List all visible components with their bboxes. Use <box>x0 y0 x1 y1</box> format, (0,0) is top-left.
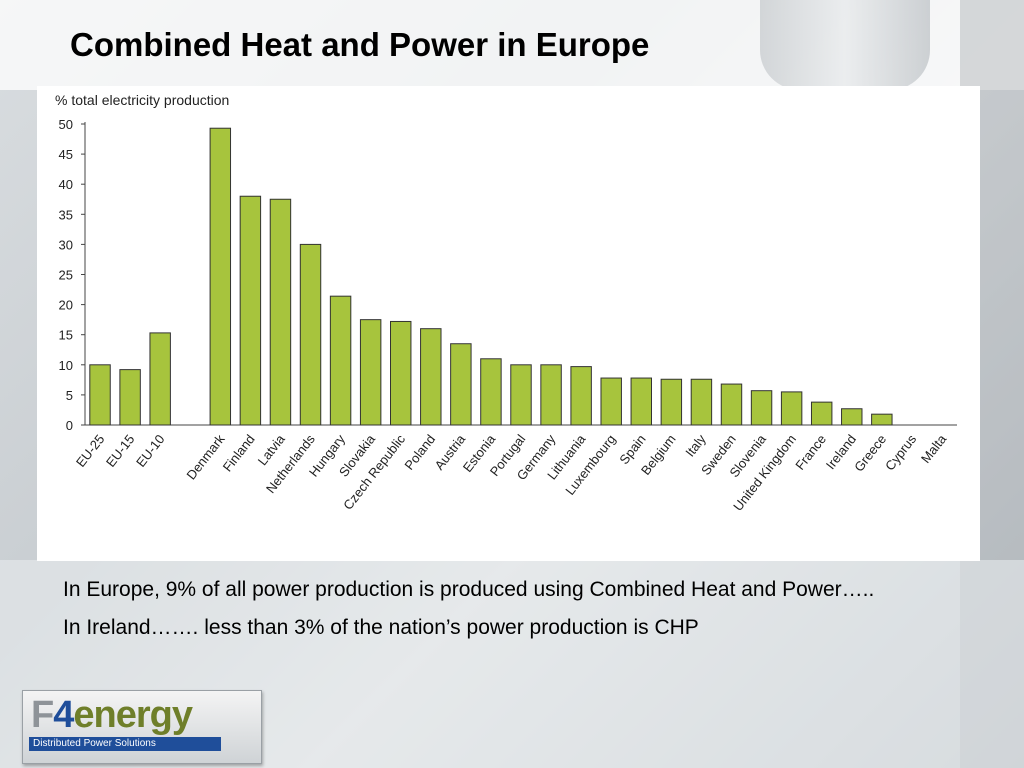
company-logo: F4energy Distributed Power Solutions <box>22 690 262 764</box>
logo-letter-f: F <box>31 694 54 736</box>
y-tick-label: 35 <box>59 207 73 222</box>
x-tick-label: France <box>792 432 829 473</box>
slide-title: Combined Heat and Power in Europe <box>70 26 650 63</box>
bar-slovakia <box>359 319 382 426</box>
logo-word-energy: energy <box>73 694 193 736</box>
bar-spain <box>630 377 652 426</box>
body-text: In Europe, 9% of all power production is… <box>63 576 963 652</box>
background-pipe <box>760 0 930 90</box>
x-tick-label: EU-10 <box>133 432 168 470</box>
bar-lithuania <box>570 366 592 426</box>
bar-eu-25 <box>89 364 111 426</box>
y-tick-label: 25 <box>59 268 73 283</box>
y-tick-label: 50 <box>59 117 73 132</box>
logo-tagline: Distributed Power Solutions <box>29 737 221 751</box>
bar-chart: % total electricity production 0 5 10 15 20 25… <box>55 92 957 514</box>
bar-latvia <box>269 198 292 426</box>
bar-czech-republic <box>390 320 412 426</box>
y-axis-label: % total electricity production <box>55 92 229 108</box>
paragraph-europe: In Europe, 9% of all power production is… <box>63 578 875 601</box>
x-tick-label: Cyprus <box>882 431 919 473</box>
y-tick-label: 40 <box>59 177 73 192</box>
bar-italy <box>690 378 713 426</box>
x-tick-label: Finland <box>220 432 258 475</box>
x-tick-label: Greece <box>851 432 889 475</box>
bar-eu-15 <box>119 369 141 426</box>
bar-luxembourg <box>600 377 622 426</box>
x-tick-label: Italy <box>682 431 709 459</box>
logo-wordmark: F4energy <box>31 693 193 737</box>
bar-denmark <box>209 127 232 426</box>
y-tick-label: 10 <box>59 358 73 373</box>
bar-estonia <box>480 358 502 426</box>
x-tick-label: Malta <box>918 431 950 466</box>
paragraph-ireland: In Ireland……. less than 3% of the nation… <box>63 616 699 639</box>
y-tick-label: 20 <box>59 298 73 313</box>
bar-netherlands <box>299 243 322 426</box>
bar-germany <box>540 364 562 426</box>
x-tick-label: Poland <box>401 432 438 473</box>
bar-belgium <box>660 378 683 426</box>
bar-sweden <box>720 383 743 426</box>
y-tick-label: 0 <box>66 418 73 433</box>
bar-greece <box>871 413 893 426</box>
y-tick-label: 15 <box>59 328 73 343</box>
x-tick-label: Denmark <box>183 431 228 482</box>
y-tick-label: 5 <box>66 388 73 403</box>
bar-poland <box>420 328 442 426</box>
bar-finland <box>239 195 262 426</box>
bar-portugal <box>510 364 532 426</box>
bar-slovenia <box>750 390 773 426</box>
bar-france <box>810 401 833 426</box>
bar-hungary <box>329 295 352 426</box>
x-tick-label: EU-25 <box>73 432 108 470</box>
bar-united-kingdom <box>780 391 803 426</box>
chart-panel: % total electricity production 0 5 10 15 20 25… <box>37 86 980 561</box>
bar-eu-10 <box>149 332 171 426</box>
bar-ireland <box>841 408 863 426</box>
logo-digit-4: 4 <box>53 694 74 736</box>
y-tick-label: 45 <box>59 147 73 162</box>
bar-austria <box>450 343 472 426</box>
x-tick-label: EU-15 <box>103 432 138 470</box>
y-tick-label: 30 <box>59 237 73 252</box>
